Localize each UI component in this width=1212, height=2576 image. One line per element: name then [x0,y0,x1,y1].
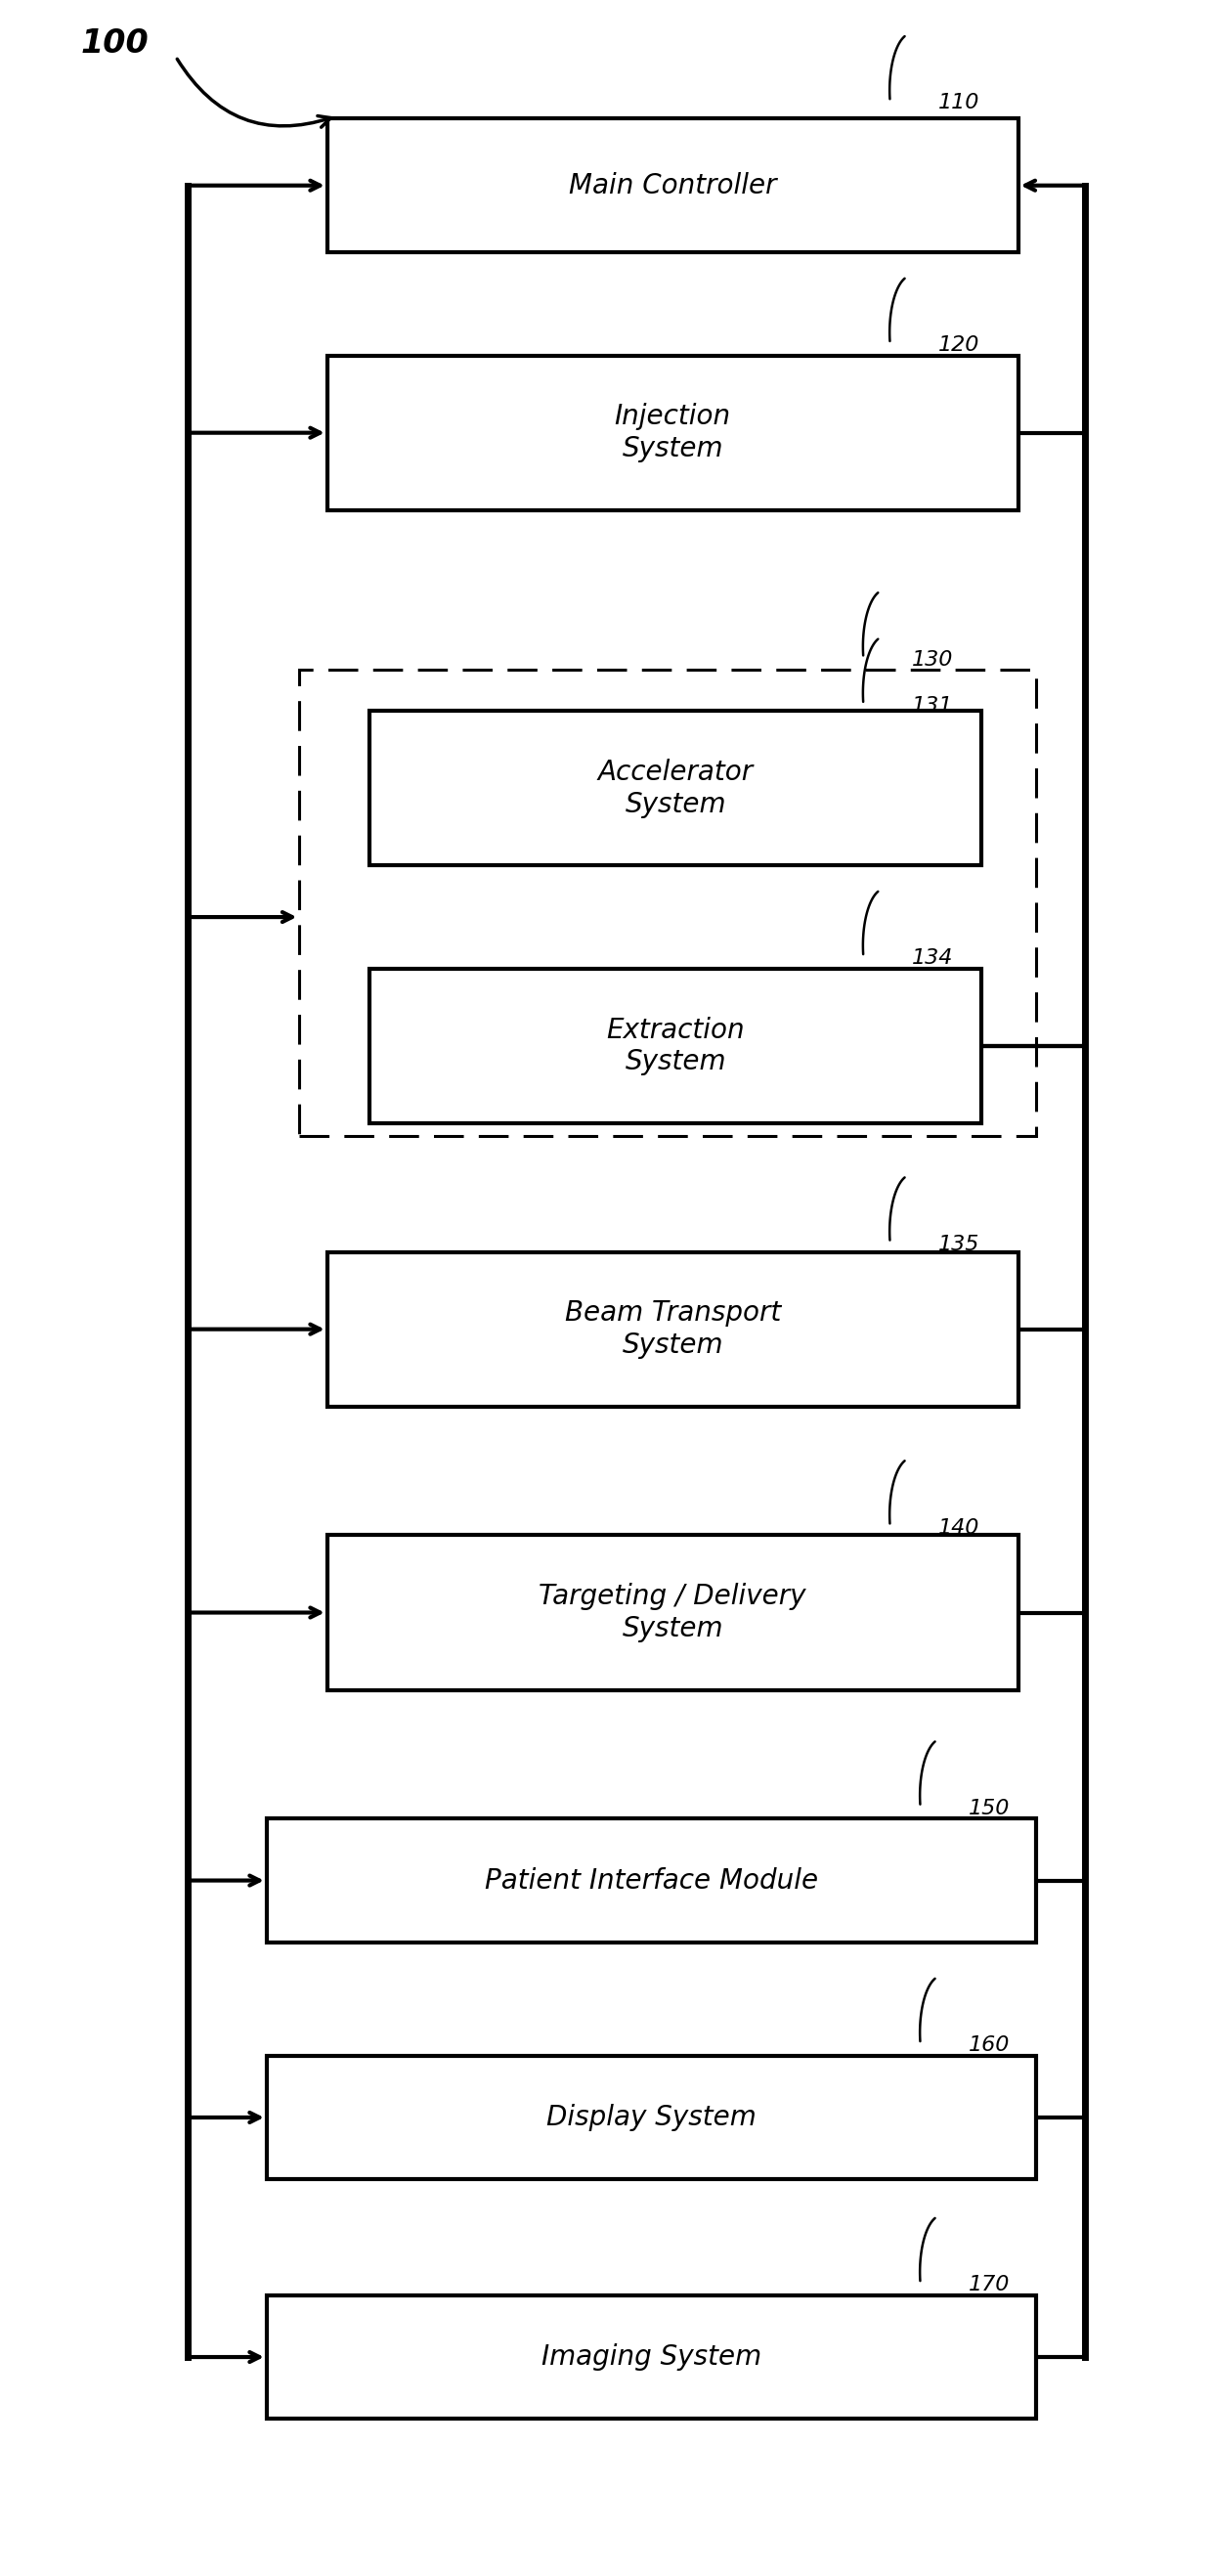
FancyBboxPatch shape [327,118,1018,252]
Text: 130: 130 [911,649,953,670]
Text: 140: 140 [938,1517,979,1538]
Text: 131: 131 [911,696,953,716]
Text: Extraction
System: Extraction System [606,1018,745,1074]
Text: Main Controller: Main Controller [568,173,777,198]
FancyBboxPatch shape [267,2056,1036,2179]
Text: Injection
System: Injection System [614,404,731,461]
Text: Display System: Display System [547,2105,756,2130]
FancyBboxPatch shape [267,2295,1036,2419]
Text: 120: 120 [938,335,979,355]
Text: 160: 160 [968,2035,1010,2056]
FancyBboxPatch shape [327,1535,1018,1690]
Text: 150: 150 [968,1798,1010,1819]
Text: Imaging System: Imaging System [542,2344,761,2370]
Text: 100: 100 [81,28,149,59]
Text: Targeting / Delivery
System: Targeting / Delivery System [539,1584,806,1641]
FancyBboxPatch shape [370,711,982,866]
FancyBboxPatch shape [370,969,982,1123]
Text: Beam Transport
System: Beam Transport System [565,1301,781,1358]
FancyBboxPatch shape [267,1819,1036,1942]
FancyBboxPatch shape [327,1252,1018,1406]
Text: Patient Interface Module: Patient Interface Module [485,1868,818,1893]
Text: 110: 110 [938,93,979,113]
Text: Accelerator
System: Accelerator System [598,760,754,817]
Text: 170: 170 [968,2275,1010,2295]
Text: 135: 135 [938,1234,979,1255]
Text: 134: 134 [911,948,953,969]
FancyBboxPatch shape [327,355,1018,510]
